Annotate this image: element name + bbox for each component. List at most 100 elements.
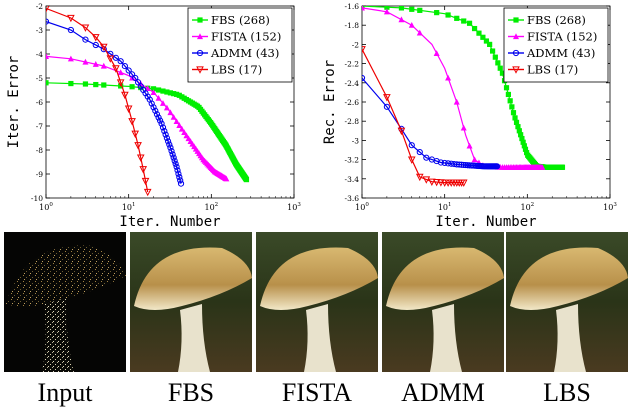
plot-area: 100 101 102 103 -1.6 -1.8 -2 -2.2 -2.4 -2.6 -2.8 -3… — [322, 2, 617, 230]
series-marker-2 — [383, 103, 390, 110]
series-marker-2 — [159, 124, 167, 131]
y-tick-label: -9 — [36, 170, 44, 179]
series-marker-2 — [167, 144, 174, 151]
series-marker-3 — [67, 14, 75, 23]
y-tick-label: -3.6 — [345, 194, 360, 203]
series-marker-2 — [423, 154, 430, 161]
series-marker-3 — [134, 142, 142, 150]
series-line-2 — [362, 77, 497, 167]
series-marker-0 — [243, 177, 250, 183]
chart-iter-error: 100 101 102 103 -2 -3 -4 -5 -6 -7 -8 -9 -10 Iter. Num… — [6, 2, 301, 230]
series-marker-1 — [100, 62, 107, 69]
series-marker-1 — [129, 74, 136, 81]
y-tick-label: -1.6 — [345, 2, 360, 11]
series-marker-1 — [383, 8, 390, 15]
series-marker-0 — [495, 60, 501, 66]
series-marker-2 — [82, 36, 89, 43]
series-marker-2 — [444, 160, 452, 167]
series-marker-0 — [155, 87, 162, 93]
caption-lbs: LBS — [543, 378, 591, 407]
series-group — [362, 6, 566, 187]
series-marker-0 — [524, 150, 530, 156]
y-tick-label: -2.2 — [345, 60, 360, 69]
series-marker-0 — [398, 6, 405, 11]
legend-marker-3 — [512, 66, 520, 74]
series-marker-3 — [428, 178, 436, 186]
series-marker-2 — [441, 159, 448, 167]
y-tick-label: -3 — [352, 136, 360, 145]
series-group — [46, 6, 250, 197]
series-marker-2 — [460, 161, 467, 169]
series-marker-0 — [509, 104, 515, 110]
y-tick-label: -6 — [36, 98, 44, 107]
series-marker-2 — [162, 131, 169, 138]
y-tick-label: -4 — [36, 50, 44, 59]
y-axis-label: Rec. Error — [322, 60, 338, 144]
legend-marker-0 — [197, 17, 203, 23]
series-marker-0 — [489, 48, 496, 54]
series-marker-2 — [493, 163, 501, 170]
series-marker-2 — [433, 157, 440, 165]
series-marker-0 — [522, 146, 529, 152]
series-marker-2 — [163, 134, 170, 142]
series-marker-0 — [384, 6, 390, 10]
series-marker-1 — [82, 58, 89, 65]
y-tick-label: -1.8 — [345, 21, 360, 30]
series-marker-2 — [158, 120, 165, 127]
series-marker-1 — [170, 113, 177, 120]
series-marker-0 — [454, 15, 460, 21]
series-marker-0 — [513, 119, 520, 125]
series-marker-2 — [177, 177, 184, 184]
series-marker-2 — [176, 174, 183, 181]
legend-marker-1 — [197, 33, 203, 40]
series-marker-3 — [131, 130, 140, 138]
series-marker-0 — [487, 41, 493, 47]
legend-label-0: FBS (268) — [527, 13, 586, 27]
series-marker-3 — [46, 6, 50, 13]
series-marker-1 — [416, 29, 423, 36]
legend-marker-3 — [196, 66, 204, 74]
series-marker-1 — [173, 118, 180, 125]
series-marker-0 — [93, 81, 99, 88]
y-tick-label: -3 — [36, 26, 44, 35]
series-marker-1 — [117, 69, 124, 76]
series-marker-2 — [171, 157, 178, 164]
series-marker-0 — [515, 124, 521, 130]
series-marker-0 — [512, 115, 518, 121]
series-marker-2 — [168, 147, 175, 155]
series-marker-1 — [445, 74, 452, 81]
series-marker-2 — [408, 142, 415, 149]
series-marker-1 — [167, 109, 174, 116]
legend-label-3: LBS (17) — [211, 63, 262, 77]
series-marker-1 — [155, 94, 162, 101]
series-marker-0 — [476, 30, 482, 36]
series-marker-3 — [459, 179, 468, 187]
chart-rec-error: 100 101 102 103 -1.6 -1.8 -2 -2.2 -2.4 -2.6 -2.8 -3… — [322, 2, 617, 230]
series-marker-0 — [160, 88, 166, 94]
series-marker-3 — [136, 154, 145, 162]
series-marker-2 — [128, 71, 136, 78]
series-marker-1 — [178, 125, 185, 132]
series-marker-0 — [68, 80, 74, 87]
y-tick-label: -10 — [31, 194, 43, 203]
series-line-3 — [46, 7, 149, 193]
series-marker-0 — [171, 91, 177, 97]
series-marker-2 — [437, 159, 444, 166]
series-marker-2 — [148, 100, 155, 107]
legend-label-2: ADMM (43) — [210, 46, 279, 60]
series-marker-3 — [141, 177, 150, 186]
series-marker-0 — [471, 25, 478, 32]
series-marker-2 — [362, 74, 366, 82]
x-tick-label: 101 — [438, 202, 452, 212]
y-tick-label: -2.8 — [345, 117, 360, 126]
series-marker-0 — [497, 65, 503, 71]
lbs-image — [506, 232, 628, 372]
y-axis-label: Iter. Error — [6, 56, 22, 149]
series-marker-0 — [503, 85, 510, 91]
series-marker-3 — [128, 118, 136, 126]
legend-label-2: ADMM (43) — [526, 46, 595, 60]
series-marker-0 — [138, 84, 144, 91]
input-image — [4, 232, 126, 372]
legend-marker-0 — [513, 17, 519, 23]
series-marker-0 — [518, 132, 524, 138]
